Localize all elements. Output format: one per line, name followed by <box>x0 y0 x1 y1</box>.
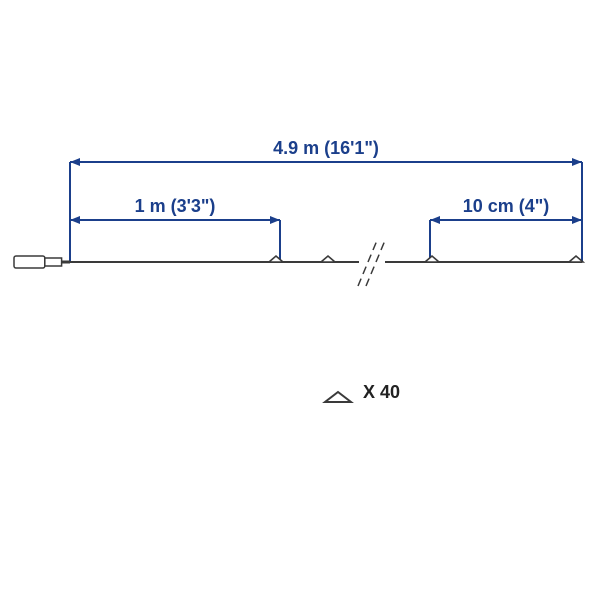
light-icon <box>425 256 439 262</box>
break-mark <box>366 238 386 286</box>
count-label: X 40 <box>363 382 400 402</box>
connector-inner <box>45 258 62 266</box>
light-icon <box>569 256 583 262</box>
break-mark <box>358 238 378 286</box>
dimension-diagram: 4.9 m (16'1") 1 m (3'3") 10 cm (4") X 40 <box>0 0 600 600</box>
light-icon <box>321 256 335 262</box>
dimension-label: 1 m (3'3") <box>135 196 216 216</box>
connector-plug <box>14 256 45 268</box>
count-light-icon <box>325 392 351 402</box>
dimension-label: 10 cm (4") <box>463 196 550 216</box>
connector-lead <box>62 261 70 264</box>
dimension-label: 4.9 m (16'1") <box>273 138 379 158</box>
